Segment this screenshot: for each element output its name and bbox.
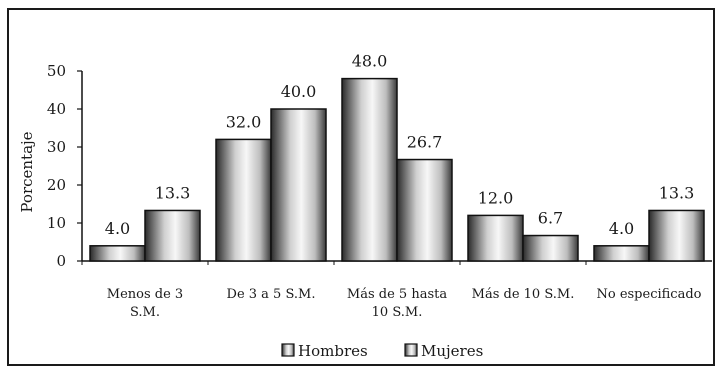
y-tick-label: 10 [47, 214, 66, 232]
legend: Hombres Mujeres [281, 342, 483, 360]
bar-hombres [89, 245, 146, 262]
category-label: Más de 5 hasta [347, 287, 447, 302]
data-label: 4.0 [609, 219, 634, 238]
bar-mujeres [522, 234, 579, 262]
category-label: 10 S.M. [372, 305, 423, 320]
category-label: Menos de 3 [107, 287, 183, 302]
bar-hombres [467, 214, 524, 262]
data-label: 13.3 [659, 183, 695, 202]
category-label: No especificado [596, 287, 701, 302]
bar-mujeres [396, 158, 453, 262]
legend-swatch-hombres [281, 343, 295, 357]
y-tick-label: 40 [47, 100, 66, 118]
y-axis-label: Porcentaje [18, 131, 36, 212]
y-tick-label: 20 [47, 176, 66, 194]
bar-hombres [341, 77, 398, 262]
bar-hombres [593, 245, 650, 262]
legend-swatch-mujeres [404, 343, 418, 357]
y-tick-label: 0 [56, 252, 66, 270]
data-label: 6.7 [538, 209, 563, 228]
bar-mujeres [270, 108, 327, 262]
y-tick-label: 30 [47, 138, 66, 156]
category-label: De 3 a 5 S.M. [227, 287, 316, 302]
data-labels: 4.0 13.3 32.0 40.0 48.0 26.7 12.0 6.7 4.0 13.3 [105, 52, 695, 238]
data-label: 4.0 [105, 219, 130, 238]
data-label: 40.0 [281, 82, 317, 101]
y-tick-label: 50 [47, 62, 66, 80]
bar-mujeres [144, 209, 201, 262]
data-label: 26.7 [407, 133, 443, 152]
data-label: 48.0 [352, 52, 388, 71]
bars [89, 77, 705, 262]
data-label: 32.0 [226, 112, 262, 131]
legend-label-mujeres: Mujeres [421, 342, 483, 360]
category-label: S.M. [130, 305, 160, 320]
data-label: 13.3 [155, 183, 191, 202]
data-label: 12.0 [478, 188, 514, 207]
bar-hombres [215, 138, 272, 262]
category-labels: Menos de 3 S.M. De 3 a 5 S.M. Más de 5 hast… [107, 287, 702, 320]
bar-mujeres [648, 209, 705, 262]
category-label: Más de 10 S.M. [472, 287, 575, 302]
legend-label-hombres: Hombres [298, 342, 368, 360]
